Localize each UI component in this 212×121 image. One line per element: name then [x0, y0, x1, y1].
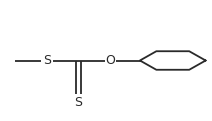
- Text: S: S: [43, 54, 51, 67]
- Text: O: O: [105, 54, 115, 67]
- Text: S: S: [74, 96, 82, 109]
